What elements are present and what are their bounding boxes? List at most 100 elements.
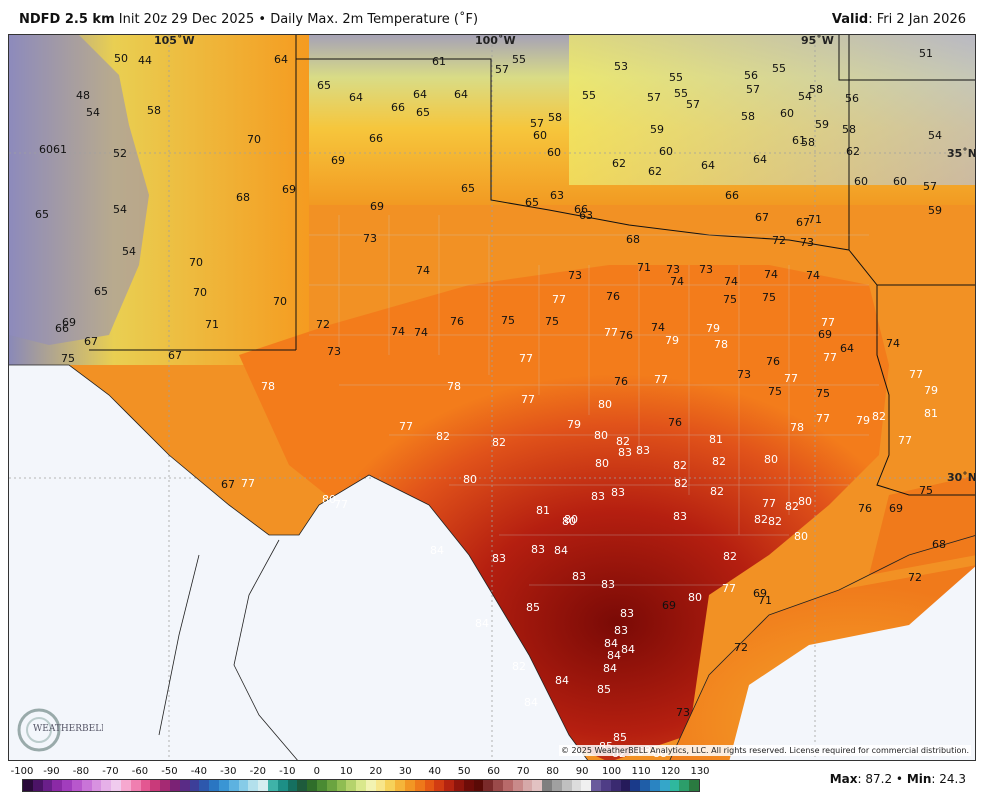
temperature-map[interactable]: 105˚W 100˚W 95˚W 35˚N 30˚N 50 44 64 61 57 55 53 55 5… xyxy=(8,34,976,761)
temperature-label: 83 xyxy=(531,543,545,556)
louisiana-coast xyxy=(869,475,975,575)
temperature-label: 73 xyxy=(676,706,690,719)
temperature-label: 73 xyxy=(737,368,751,381)
temperature-label: 55 xyxy=(512,53,526,66)
temperature-label: 84 xyxy=(524,696,538,709)
coastlines xyxy=(9,364,975,760)
temperature-label: 55 xyxy=(772,62,786,75)
temperature-label: 70 xyxy=(189,256,203,269)
temperature-label: 82 xyxy=(710,485,724,498)
copyright-notice: © 2025 WeatherBELL Analytics, LLC. All r… xyxy=(559,745,971,756)
temperature-label: 84 xyxy=(603,662,617,675)
temperature-label: 80 xyxy=(562,515,576,528)
temperature-label: 65 xyxy=(416,106,430,119)
model-name: NDFD 2.5 km xyxy=(19,12,115,27)
temperature-label: 60 xyxy=(854,175,868,188)
temperature-label: 69 xyxy=(331,154,345,167)
temperature-label: 58 xyxy=(147,104,161,117)
temperature-label: 58 xyxy=(741,110,755,123)
temperature-label: 53 xyxy=(614,60,628,73)
colorscale-tick-label: 0 xyxy=(313,766,320,777)
colorscale-swatch xyxy=(150,780,161,791)
colorscale-swatch xyxy=(130,780,141,791)
colorscale-swatch xyxy=(444,780,455,791)
temperature-label: 76 xyxy=(450,315,464,328)
temperature-label: 80 xyxy=(798,495,812,508)
temperature-label: 66 xyxy=(574,203,588,216)
colorscale-swatch xyxy=(346,780,357,791)
colorscale-swatch xyxy=(414,780,425,791)
temperature-label: 77 xyxy=(552,293,566,306)
colorscale-swatch xyxy=(71,780,82,791)
temperature-label: 84 xyxy=(430,544,444,557)
temperature-label: 82 xyxy=(723,550,737,563)
temperature-label: 64 xyxy=(454,88,468,101)
temperature-label: 68 xyxy=(626,233,640,246)
temperature-label: 77 xyxy=(784,372,798,385)
temperature-label: 73 xyxy=(568,269,582,282)
temperature-label: 75 xyxy=(768,385,782,398)
colorscale-swatch xyxy=(552,780,562,791)
northeast-band xyxy=(569,35,975,185)
temperature-label: 66 xyxy=(725,189,739,202)
temperature-label: 67 xyxy=(221,478,235,491)
colorscale-swatch xyxy=(258,780,268,791)
colorscale-swatch xyxy=(503,780,513,791)
colorscale-tick-label: 60 xyxy=(487,766,501,777)
max-min-stats: Max: 87.2 • Min: 24.3 xyxy=(830,772,966,786)
temperature-label: 82 xyxy=(616,435,630,448)
temperature-label: 74 xyxy=(806,269,820,282)
temperature-label: 77 xyxy=(241,477,255,490)
colorscale-swatch xyxy=(23,780,33,791)
temperature-label: 64 xyxy=(413,88,427,101)
temperature-label: 74 xyxy=(670,275,684,288)
colorscale-swatch xyxy=(522,780,533,791)
map-title: NDFD 2.5 km Init 20z 29 Dec 2025 • Daily… xyxy=(19,12,478,27)
colorscale-tick-label: 130 xyxy=(690,766,710,777)
colorscale-swatch xyxy=(630,780,641,791)
temperature-label: 73 xyxy=(327,345,341,358)
colorscale-swatch xyxy=(561,780,572,791)
temperature-label: 80 xyxy=(688,591,702,604)
temperature-label: 75 xyxy=(723,293,737,306)
temperature-label: 56 xyxy=(845,92,859,105)
temperature-label: 44 xyxy=(138,54,152,67)
temperature-label: 69 xyxy=(662,599,676,612)
temperature-label: 82 xyxy=(674,477,688,490)
temperature-label: 57 xyxy=(530,117,544,130)
temperature-label: 58 xyxy=(801,136,815,149)
colorscale-tick-label: -40 xyxy=(190,766,208,777)
temperature-label: 76 xyxy=(606,290,620,303)
temperature-label: 62 xyxy=(648,165,662,178)
colorscale-swatch xyxy=(650,780,660,791)
colorscale-tick-label: -80 xyxy=(72,766,90,777)
temperature-label: 60 xyxy=(780,107,794,120)
temperature-label: 67 xyxy=(755,211,769,224)
temperature-label: 81 xyxy=(924,407,938,420)
temperature-label: 73 xyxy=(363,232,377,245)
temperature-label: 54 xyxy=(86,106,100,119)
temperature-label: 68 xyxy=(236,191,250,204)
temperature-label: 69 xyxy=(282,183,296,196)
temperature-label: 77 xyxy=(334,498,348,511)
temperature-label: 55 xyxy=(674,87,688,100)
temperature-label: 82 xyxy=(712,455,726,468)
map-header: NDFD 2.5 km Init 20z 29 Dec 2025 • Daily… xyxy=(0,0,984,34)
temperature-label: 82 xyxy=(673,459,687,472)
temperature-label: 78 xyxy=(447,380,461,393)
colorscale-swatch xyxy=(473,780,484,791)
temperature-label: 77 xyxy=(823,351,837,364)
temperature-label: 60 xyxy=(893,175,907,188)
temperature-label: 77 xyxy=(519,352,533,365)
temperature-label: 82 xyxy=(492,436,506,449)
temperature-label: 75 xyxy=(61,352,75,365)
temperature-label: 64 xyxy=(701,159,715,172)
temperature-label: 80 xyxy=(594,429,608,442)
temperature-label: 79 xyxy=(856,414,870,427)
graticule xyxy=(9,35,975,760)
colorscale-tick-label: 10 xyxy=(339,766,353,777)
temperature-label: 64 xyxy=(840,342,854,355)
temperature-label: 82 xyxy=(872,410,886,423)
temperature-label: 60 xyxy=(547,146,561,159)
temperature-label: 78 xyxy=(790,421,804,434)
